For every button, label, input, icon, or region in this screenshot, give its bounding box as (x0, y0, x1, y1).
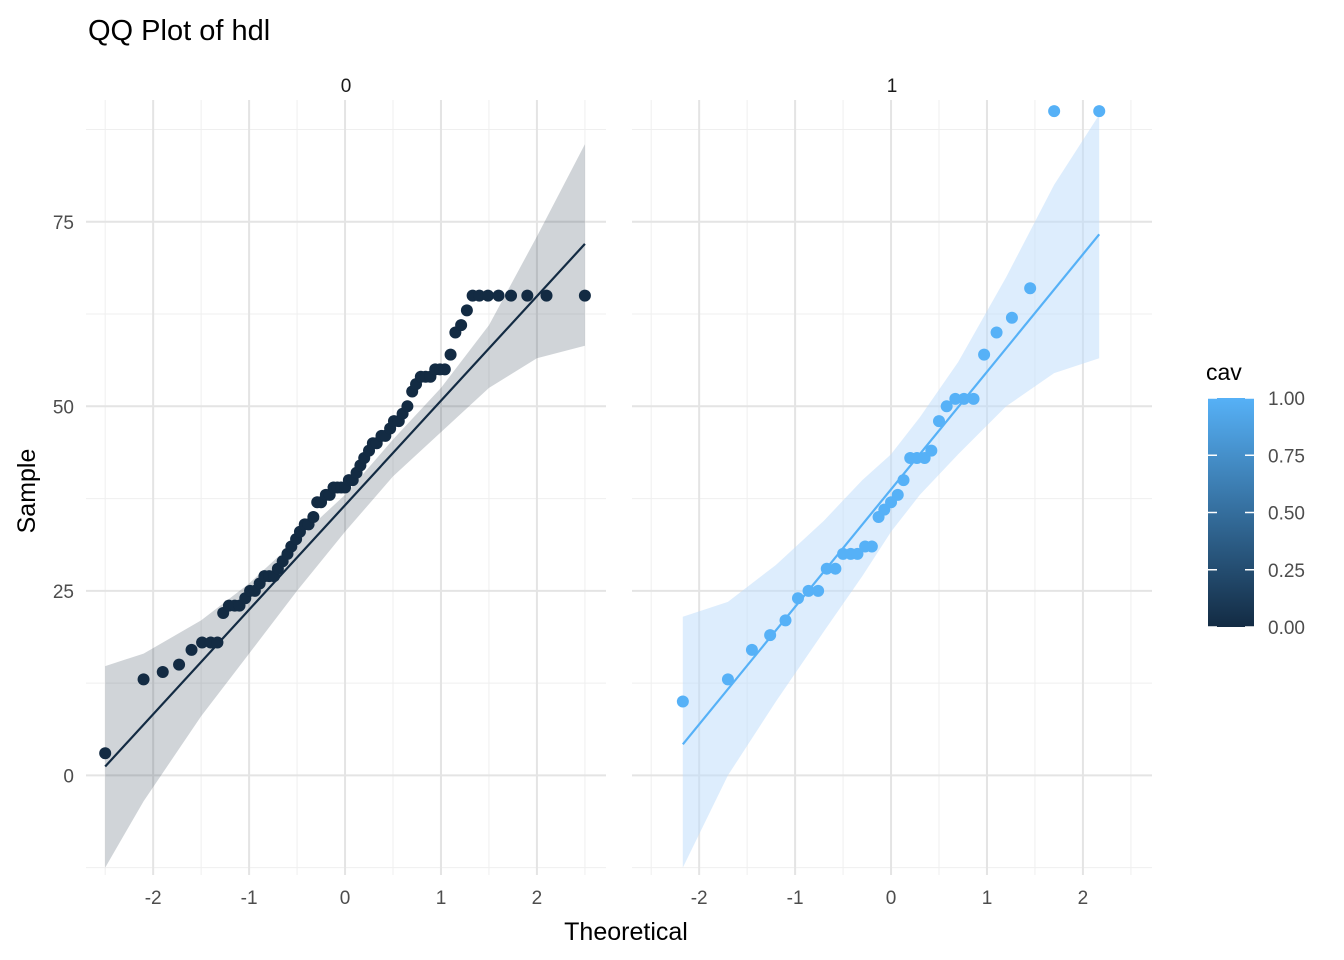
confidence-band (682, 114, 1100, 868)
facet-panels: 0 -2 -1 0 1 2 1 -2 -1 0 1 2 (86, 76, 1152, 909)
data-point (779, 614, 792, 627)
x-tick-label: 2 (1078, 888, 1089, 909)
data-point (820, 562, 833, 575)
data-point (492, 289, 505, 302)
x-tick-label: -2 (145, 888, 162, 909)
data-point (156, 666, 169, 679)
data-point (990, 326, 1003, 339)
data-point (745, 643, 758, 656)
data-point (812, 584, 825, 597)
data-point (978, 348, 991, 361)
x-tick-label: 0 (886, 888, 897, 909)
data-point (505, 289, 518, 302)
data-point (540, 289, 553, 302)
data-point (1048, 105, 1061, 118)
data-point (137, 673, 150, 686)
data-point (578, 289, 591, 302)
data-point (307, 511, 320, 524)
data-point (1024, 282, 1037, 295)
facet-strip-label: 0 (341, 76, 352, 97)
x-tick-label: -1 (241, 888, 258, 909)
legend-title: cav (1206, 359, 1242, 385)
chart-title: QQ Plot of hdl (88, 15, 270, 47)
data-point (865, 540, 878, 553)
data-point (829, 562, 842, 575)
data-point (1005, 311, 1018, 324)
colorbar-label: 0.50 (1268, 504, 1305, 525)
facet-panel-1: 1 -2 -1 0 1 2 (632, 76, 1152, 909)
data-point (1093, 105, 1106, 118)
colorbar-label: 0.75 (1268, 446, 1305, 467)
data-point (185, 643, 198, 656)
data-point (933, 415, 946, 428)
data-point (99, 747, 112, 760)
data-point (173, 658, 186, 671)
x-tick-label: 1 (982, 888, 993, 909)
facet-panel-0: 0 -2 -1 0 1 2 (86, 76, 606, 909)
y-axis-title: Sample (13, 449, 41, 534)
qq-reference-line (681, 233, 1101, 746)
colorbar-label: 1.00 (1268, 389, 1305, 410)
data-point (438, 363, 451, 376)
data-point (211, 636, 224, 649)
x-tick-label: -2 (691, 888, 708, 909)
data-point (949, 392, 962, 405)
x-tick-label: 1 (436, 888, 447, 909)
data-point (521, 289, 534, 302)
data-point (897, 474, 910, 487)
x-tick-label: 2 (532, 888, 543, 909)
y-axis: 0 25 50 75 (53, 213, 74, 788)
y-tick-label: 0 (63, 766, 74, 787)
data-point (764, 629, 777, 642)
legend: cav 1.00 0.75 0.50 0.25 0.00 (1206, 359, 1305, 639)
data-point (925, 444, 938, 457)
data-point (444, 348, 457, 361)
y-tick-label: 50 (53, 397, 74, 418)
colorbar-label: 0.25 (1268, 561, 1305, 582)
data-point (791, 592, 804, 605)
data-point (891, 488, 904, 501)
qq-reference-line (104, 243, 586, 768)
data-point (676, 695, 689, 708)
data-point (481, 289, 494, 302)
data-point (957, 392, 970, 405)
data-point (851, 547, 864, 560)
y-tick-label: 75 (53, 213, 74, 234)
data-point (721, 673, 734, 686)
data-point (940, 400, 953, 413)
x-tick-label: -1 (787, 888, 804, 909)
data-point (401, 400, 414, 413)
facet-strip-label: 1 (887, 76, 898, 97)
data-point (196, 636, 209, 649)
x-axis-title: Theoretical (564, 918, 688, 946)
data-point (967, 392, 980, 405)
data-point (455, 319, 468, 332)
colorbar-label: 0.00 (1268, 618, 1305, 639)
x-tick-label: 0 (340, 888, 351, 909)
data-point (460, 304, 473, 317)
y-tick-label: 25 (53, 582, 74, 603)
data-point (473, 289, 486, 302)
data-point (802, 584, 815, 597)
